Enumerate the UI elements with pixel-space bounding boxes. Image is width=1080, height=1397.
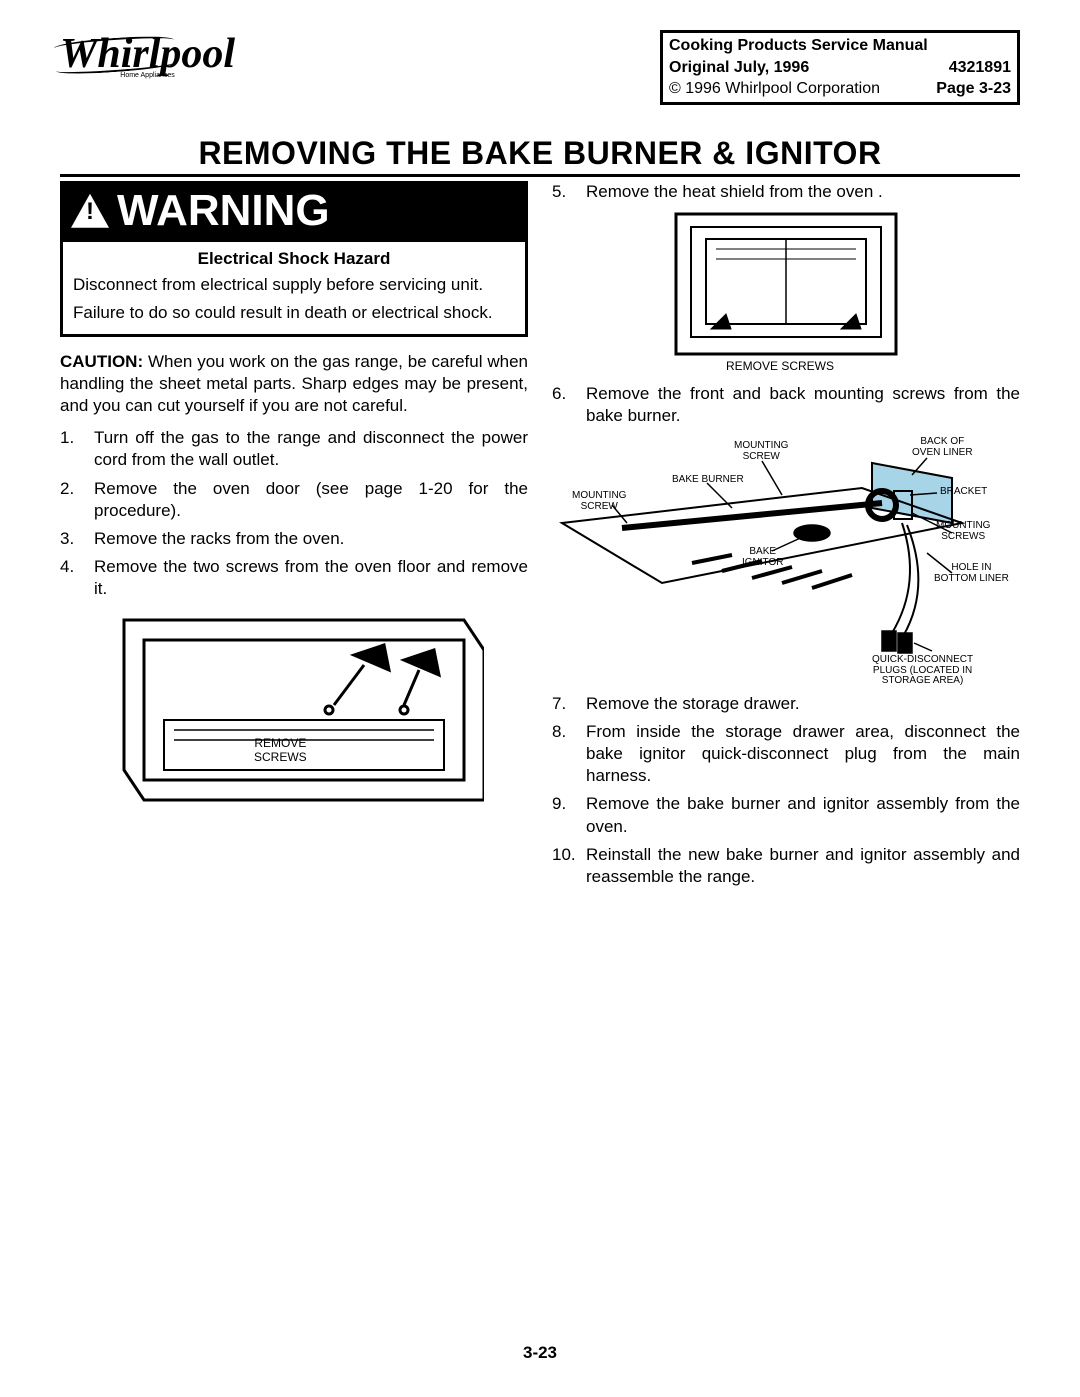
lbl-bracket: BRACKET: [940, 487, 987, 498]
step-item: 1.Turn off the gas to the range and disc…: [60, 427, 528, 471]
step-number: 6.: [552, 383, 586, 427]
figure-heat-shield-svg: [656, 209, 916, 379]
caution-paragraph: CAUTION: When you work on the gas range,…: [60, 351, 528, 417]
page-title: REMOVING THE BAKE BURNER & IGNITOR: [60, 135, 1020, 177]
lbl-back-oven-liner: BACK OF OVEN LINER: [912, 437, 973, 458]
steps-right-c: 7.Remove the storage drawer.8.From insid…: [552, 693, 1020, 888]
step-item: 2.Remove the oven door (see page 1-20 fo…: [60, 478, 528, 522]
lbl-bake-ignitor: BAKE IGNITOR: [742, 547, 783, 568]
warning-body-1: Disconnect from electrical supply before…: [73, 274, 515, 296]
steps-right-b: 6.Remove the front and back mounting scr…: [552, 383, 1020, 427]
warning-body: Electrical Shock Hazard Disconnect from …: [63, 242, 525, 334]
lbl-mounting-screw-top: MOUNTING SCREW: [734, 441, 788, 462]
step-number: 10.: [552, 844, 586, 888]
info-line2-right: 4321891: [949, 57, 1011, 79]
step-text: Remove the racks from the oven.: [94, 528, 344, 550]
step-text: Remove the front and back mounting screw…: [586, 383, 1020, 427]
step-number: 8.: [552, 721, 586, 787]
info-line3-left: © 1996 Whirlpool Corporation: [669, 78, 880, 100]
figure-heat-shield: REMOVE SCREWS: [656, 209, 916, 379]
step-text: Remove the two screws from the oven floo…: [94, 556, 528, 600]
info-line3-right: Page 3-23: [936, 78, 1011, 100]
step-text: Reinstall the new bake burner and ignito…: [586, 844, 1020, 888]
lbl-mounting-screw-left: MOUNTING SCREW: [572, 491, 626, 512]
info-line1: Cooking Products Service Manual: [669, 35, 928, 57]
lbl-hole-bottom-liner: HOLE IN BOTTOM LINER: [934, 563, 1009, 584]
body-columns: WARNING Electrical Shock Hazard Disconne…: [60, 181, 1020, 894]
step-number: 1.: [60, 427, 94, 471]
lbl-mounting-screws-right: MOUNTING SCREWS: [936, 521, 990, 542]
step-item: 8.From inside the storage drawer area, d…: [552, 721, 1020, 787]
lbl-quick-disconnect: QUICK-DISCONNECT PLUGS (LOCATED IN STORA…: [872, 655, 973, 687]
warning-body-2: Failure to do so could result in death o…: [73, 302, 515, 324]
brand-logo: Whirlpool Home Appliances: [60, 30, 235, 79]
warning-triangle-icon: [71, 194, 109, 228]
step-item: 10.Reinstall the new bake burner and ign…: [552, 844, 1020, 888]
caution-label: CAUTION:: [60, 352, 143, 371]
doc-info-box: Cooking Products Service Manual Original…: [660, 30, 1020, 105]
logo-text: Whirlpool: [60, 30, 235, 78]
steps-left-list: 1.Turn off the gas to the range and disc…: [60, 427, 528, 600]
step-number: 3.: [60, 528, 94, 550]
step-text: Turn off the gas to the range and discon…: [94, 427, 528, 471]
step-text: Remove the bake burner and ignitor assem…: [586, 793, 1020, 837]
warning-header-text: WARNING: [117, 186, 330, 236]
step-item: 6.Remove the front and back mounting scr…: [552, 383, 1020, 427]
fig2-label: REMOVE SCREWS: [726, 359, 834, 373]
left-column: WARNING Electrical Shock Hazard Disconne…: [60, 181, 528, 894]
step-item: 7.Remove the storage drawer.: [552, 693, 1020, 715]
step-number: 9.: [552, 793, 586, 837]
lbl-bake-burner: BAKE BURNER: [672, 475, 744, 486]
info-line2-left: Original July, 1996: [669, 57, 809, 79]
figure-oven-floor-svg: [104, 610, 484, 810]
warning-box: WARNING Electrical Shock Hazard Disconne…: [60, 181, 528, 337]
footer-page-number: 3-23: [0, 1343, 1080, 1363]
step-number: 4.: [60, 556, 94, 600]
steps-right-a: 5.Remove the heat shield from the oven .: [552, 181, 1020, 203]
step-item: 3.Remove the racks from the oven.: [60, 528, 528, 550]
figure-bake-burner: MOUNTING SCREW BAKE BURNER MOUNTING SCRE…: [532, 433, 992, 683]
right-column: 5.Remove the heat shield from the oven .…: [552, 181, 1020, 894]
step-item: 4.Remove the two screws from the oven fl…: [60, 556, 528, 600]
fig1-label: REMOVE SCREWS: [254, 736, 307, 764]
step-item: 5.Remove the heat shield from the oven .: [552, 181, 1020, 203]
step-text: Remove the oven door (see page 1-20 for …: [94, 478, 528, 522]
step-number: 5.: [552, 181, 586, 203]
step-item: 9.Remove the bake burner and ignitor ass…: [552, 793, 1020, 837]
hazard-title: Electrical Shock Hazard: [73, 248, 515, 270]
step-text: From inside the storage drawer area, dis…: [586, 721, 1020, 787]
figure-oven-floor: REMOVE SCREWS: [104, 610, 484, 810]
page-header: Whirlpool Home Appliances Cooking Produc…: [60, 30, 1020, 105]
warning-header: WARNING: [63, 184, 525, 242]
step-number: 7.: [552, 693, 586, 715]
step-number: 2.: [60, 478, 94, 522]
step-text: Remove the heat shield from the oven .: [586, 181, 883, 203]
step-text: Remove the storage drawer.: [586, 693, 800, 715]
